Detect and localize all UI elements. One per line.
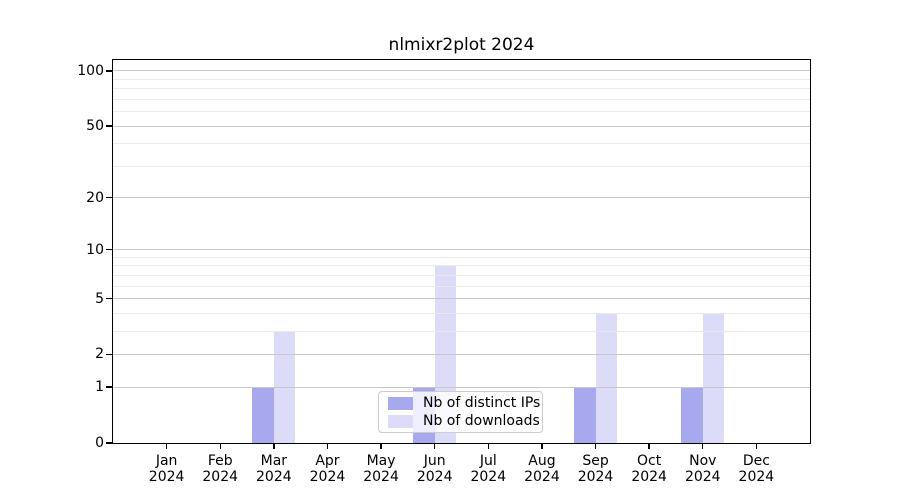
y-tick-label-1: 1	[95, 379, 104, 396]
x-tick-label-may: May 2024	[339, 453, 423, 485]
y-tick-0	[106, 442, 112, 444]
x-tick-year: 2024	[363, 469, 399, 485]
x-tick-sep	[594, 444, 597, 449]
legend-item-distinct-ips: Nb of distinct IPs	[388, 394, 540, 412]
x-tick-label-oct: Oct 2024	[607, 453, 691, 485]
x-tick-may	[380, 444, 382, 449]
y-tick-2	[106, 353, 112, 356]
x-tick-year: 2024	[309, 469, 346, 485]
x-tick-month: Jul	[479, 453, 497, 469]
x-tick-month: Apr	[315, 453, 340, 469]
legend-swatch-downloads-icon	[388, 414, 413, 428]
x-tick-feb	[219, 444, 221, 449]
x-tick-jan	[165, 444, 168, 449]
x-tick-year: 2024	[256, 469, 292, 485]
minor-gridline-40	[113, 143, 810, 145]
x-tick-jul	[487, 444, 489, 449]
y-tick-label-50: 50	[86, 118, 104, 135]
x-tick-month: Feb	[207, 453, 233, 469]
y-tick-label-20: 20	[86, 189, 104, 206]
bar-nb-of-distinct-ips-sep	[574, 387, 596, 443]
y-tick-20	[106, 196, 112, 199]
legend-label-downloads: Nb of downloads	[423, 413, 540, 429]
x-tick-aug	[541, 444, 543, 449]
legend-item-downloads: Nb of downloads	[388, 412, 540, 430]
y-tick-10	[106, 249, 112, 251]
plot-area	[113, 60, 810, 443]
x-tick-label-apr: Apr 2024	[285, 453, 369, 485]
minor-gridline-4	[113, 312, 810, 314]
x-tick-month: Nov	[689, 453, 717, 469]
legend: Nb of distinct IPs Nb of downloads	[378, 391, 543, 433]
x-tick-label-jun: Jun 2024	[393, 453, 477, 485]
x-tick-year: 2024	[202, 469, 239, 485]
x-tick-label-feb: Feb 2024	[178, 453, 262, 485]
x-tick-label-jul: Jul 2024	[446, 453, 530, 485]
minor-gridline-6	[113, 285, 810, 287]
x-tick-label-dec: Dec 2024	[714, 453, 798, 485]
bar-nb-of-distinct-ips-mar	[252, 387, 274, 443]
x-tick-month: Jan	[155, 453, 178, 469]
x-tick-dec	[755, 444, 758, 449]
x-tick-oct	[648, 444, 650, 449]
minor-gridline-8	[113, 265, 810, 267]
y-tick-5	[106, 297, 112, 300]
bar-nb-of-downloads-sep	[595, 313, 618, 443]
x-tick-year: 2024	[470, 469, 507, 485]
x-tick-month: Oct	[637, 453, 662, 469]
x-tick-year: 2024	[524, 469, 560, 485]
y-tick-label-2: 2	[95, 346, 104, 363]
bar-nb-of-downloads-nov	[702, 313, 725, 443]
minor-gridline-70	[113, 98, 810, 100]
major-gridline-2	[113, 353, 810, 355]
x-tick-label-aug: Aug 2024	[500, 453, 584, 485]
legend-swatch-distinct-ips-icon	[388, 396, 413, 410]
major-gridline-50	[113, 125, 810, 127]
minor-gridline-80	[113, 88, 810, 90]
x-tick-label-sep: Sep 2024	[554, 453, 638, 485]
x-tick-label-mar: Mar 2024	[232, 453, 316, 485]
y-tick-label-100: 100	[77, 62, 104, 79]
y-tick-1	[106, 386, 112, 388]
major-gridline-1	[113, 386, 810, 388]
x-tick-month: Mar	[260, 453, 288, 469]
bar-nb-of-distinct-ips-nov	[681, 387, 703, 443]
chart-title: nlmixr2plot 2024	[388, 35, 535, 55]
x-tick-year: 2024	[738, 469, 775, 485]
x-tick-month: Sep	[582, 453, 609, 469]
x-tick-mar	[273, 444, 275, 449]
x-tick-month: Dec	[742, 453, 770, 469]
y-tick-label-10: 10	[86, 241, 104, 258]
major-gridline-20	[113, 197, 810, 199]
major-gridline-100	[113, 70, 810, 72]
x-tick-month: May	[366, 453, 396, 469]
minor-gridline-30	[113, 165, 810, 167]
x-tick-month: Jun	[423, 453, 446, 469]
x-tick-apr	[326, 444, 329, 449]
x-tick-label-nov: Nov 2024	[661, 453, 745, 485]
legend-label-distinct-ips: Nb of distinct IPs	[423, 395, 541, 411]
minor-gridline-3	[113, 330, 810, 332]
x-tick-year: 2024	[631, 469, 667, 485]
y-tick-50	[106, 125, 112, 127]
x-tick-jun	[433, 444, 436, 449]
x-tick-year: 2024	[416, 469, 453, 485]
y-tick-label-5: 5	[95, 290, 104, 307]
x-tick-month: Aug	[528, 453, 556, 469]
x-tick-nov	[702, 444, 704, 449]
major-gridline-10	[113, 249, 810, 251]
minor-gridline-7	[113, 274, 810, 276]
x-tick-year: 2024	[577, 469, 614, 485]
minor-gridline-60	[113, 111, 810, 113]
y-tick-100	[106, 70, 112, 72]
minor-gridline-9	[113, 256, 810, 258]
major-gridline-5	[113, 298, 810, 300]
x-tick-year: 2024	[684, 469, 721, 485]
minor-gridline-90	[113, 78, 810, 80]
x-tick-year: 2024	[148, 469, 185, 485]
y-tick-label-0: 0	[95, 435, 104, 451]
x-tick-label-jan: Jan 2024	[125, 453, 209, 485]
